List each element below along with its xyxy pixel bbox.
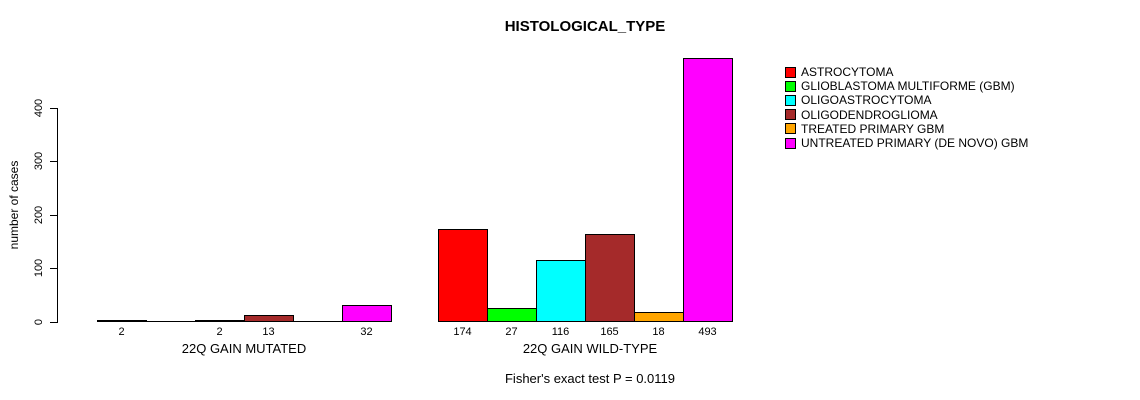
legend-swatch-icon: [785, 123, 796, 135]
legend-swatch-icon: [785, 94, 796, 106]
bar-oligodendroglioma: [244, 315, 294, 322]
legend-swatch-icon: [785, 80, 796, 92]
bar-value-label: 2: [118, 326, 125, 338]
bar-untreated-primary-de-novo-gbm: [342, 305, 392, 322]
y-axis-line: [57, 108, 58, 323]
bar-value-label: 18: [652, 326, 665, 338]
legend-label: ASTROCYTOMA: [801, 65, 894, 80]
bar-value-label: 165: [600, 326, 619, 338]
y-tick: [50, 215, 57, 216]
legend-row: UNTREATED PRIMARY (DE NOVO) GBM: [785, 136, 1028, 150]
fisher-test-annotation: Fisher's exact test P = 0.0119: [504, 371, 676, 386]
legend-swatch-icon: [785, 66, 796, 78]
legend-label: OLIGOASTROCYTOMA: [801, 93, 932, 108]
legend-row: OLIGOASTROCYTOMA: [785, 93, 1028, 107]
legend-swatch-icon: [785, 109, 796, 121]
bar-oligoastrocytoma: [536, 260, 586, 322]
y-tick: [50, 108, 57, 109]
bar-astrocytoma: [438, 229, 488, 322]
bar-value-label: 2: [216, 326, 223, 338]
chart-title: HISTOLOGICAL_TYPE: [504, 18, 666, 35]
y-tick-label: 0: [33, 318, 45, 326]
bar-value-label: 27: [505, 326, 518, 338]
legend-row: GLIOBLASTOMA MULTIFORME (GBM): [785, 79, 1028, 93]
legend-swatch-icon: [785, 137, 796, 149]
y-tick-label: 100: [33, 258, 45, 278]
y-axis-label: number of cases: [7, 160, 21, 250]
bar-astrocytoma: [97, 320, 147, 322]
legend-label: TREATED PRIMARY GBM: [801, 121, 945, 136]
y-tick-label: 400: [33, 98, 45, 118]
bar-value-label: 116: [551, 326, 570, 338]
y-tick: [50, 161, 57, 162]
bar-value-label: 493: [698, 326, 717, 338]
bar-value-label: 174: [453, 326, 472, 338]
legend-row: TREATED PRIMARY GBM: [785, 122, 1028, 136]
y-tick: [50, 322, 57, 323]
y-tick-label: 200: [33, 205, 45, 225]
bar-glioblastoma-multiforme-gbm: [487, 308, 537, 322]
bar-oligodendroglioma: [585, 234, 635, 322]
legend-row: ASTROCYTOMA: [785, 65, 1028, 79]
bar-glioblastoma-multiforme-gbm: [146, 321, 196, 322]
y-tick: [50, 268, 57, 269]
bar-oligoastrocytoma: [195, 320, 245, 322]
legend-label: GLIOBLASTOMA MULTIFORME (GBM): [801, 79, 1015, 94]
bar-untreated-primary-de-novo-gbm: [683, 58, 733, 322]
legend: ASTROCYTOMA GLIOBLASTOMA MULTIFORME (GBM)…: [785, 65, 1028, 150]
bar-treated-primary-gbm: [634, 312, 684, 322]
group-label-wild-type: 22Q GAIN WILD-TYPE: [522, 341, 658, 356]
legend-row: OLIGODENDROGLIOMA: [785, 108, 1028, 122]
legend-label: UNTREATED PRIMARY (DE NOVO) GBM: [801, 136, 1029, 151]
legend-label: OLIGODENDROGLIOMA: [801, 107, 938, 122]
bar-value-label: 32: [360, 326, 373, 338]
group-label-mutated: 22Q GAIN MUTATED: [181, 341, 307, 356]
bar-value-label: 13: [262, 326, 275, 338]
y-tick-label: 300: [33, 151, 45, 171]
bar-treated-primary-gbm: [293, 321, 343, 322]
